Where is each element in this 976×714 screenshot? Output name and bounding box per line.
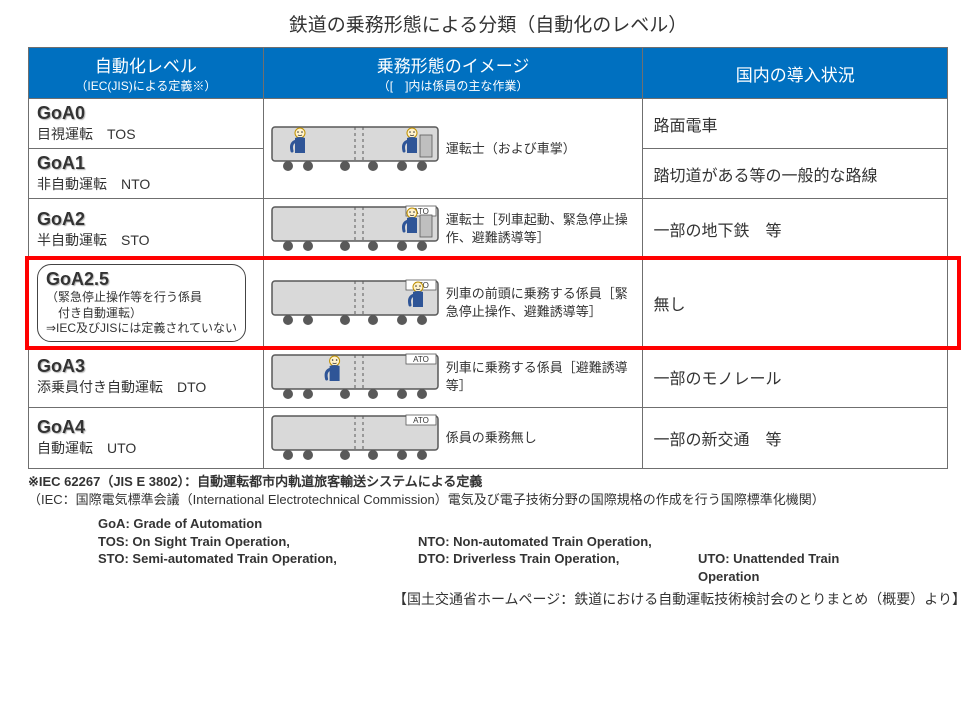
image-cell: ATO係員の乗務無し (263, 407, 643, 468)
level-cell: GoA3添乗員付き自動運転 DTO (29, 346, 264, 407)
image-cell: 運転士（および車掌） (263, 99, 643, 199)
status-cell: 踏切道がある等の一般的な路線 (643, 149, 948, 199)
level-cell: GoA1非自動運転 NTO (29, 149, 264, 199)
header-level: 自動化レベル （IEC(JIS)による定義※） (29, 48, 264, 99)
level-cell: GoA0目視運転 TOS (29, 99, 264, 149)
svg-text:ATO: ATO (413, 355, 429, 364)
footnote-iec: （IEC：国際電気標準会議（International Electrotechn… (28, 491, 948, 509)
svg-text:ATO: ATO (413, 416, 429, 425)
level-cell: GoA2半自動運転 STO (29, 199, 264, 260)
table-row-goa4: GoA4自動運転 UTOATO係員の乗務無し一部の新交通 等 (29, 407, 948, 468)
header-image: 乗務形態のイメージ （[ ]内は係員の主な作業） (263, 48, 643, 99)
abbreviations: GoA: Grade of Automation TOS: On Sight T… (98, 515, 878, 585)
table-row-goa2: GoA2半自動運転 STOATO 運転士［列車起動、緊急停止操作、避難誘導等］一… (29, 199, 948, 260)
automation-levels-table: 自動化レベル （IEC(JIS)による定義※） 乗務形態のイメージ （[ ]内は… (28, 47, 948, 469)
table-row-goa25: GoA2.5（緊急停止操作等を行う係員 付き自動運転）⇒IEC及びJISには定義… (29, 260, 948, 347)
image-cell: ATO 列車の前頭に乗務する係員［緊急停止操作、避難誘導等］ (263, 260, 643, 347)
level-cell: GoA2.5（緊急停止操作等を行う係員 付き自動運転）⇒IEC及びJISには定義… (29, 260, 264, 347)
source-attribution: 【国土交通省ホームページ：鉄道における自動運転技術検討会のとりまとめ（概要）より… (10, 589, 966, 609)
table-row-goa0: GoA0目視運転 TOS 運転士（および車掌）路面電車 (29, 99, 948, 149)
footnotes: ※IEC 62267（JIS E 3802）：自動運転都市内軌道旅客輸送システム… (28, 473, 948, 509)
footnote-def: ※IEC 62267（JIS E 3802）：自動運転都市内軌道旅客輸送システム… (28, 473, 948, 491)
page-title: 鉄道の乗務形態による分類（自動化のレベル） (10, 10, 966, 37)
status-cell: 無し (643, 260, 948, 347)
status-cell: 一部の新交通 等 (643, 407, 948, 468)
status-cell: 一部のモノレール (643, 346, 948, 407)
level-cell: GoA4自動運転 UTO (29, 407, 264, 468)
header-status: 国内の導入状況 (643, 48, 948, 99)
status-cell: 路面電車 (643, 99, 948, 149)
image-cell: ATO 列車に乗務する係員［避難誘導等］ (263, 346, 643, 407)
table-row-goa3: GoA3添乗員付き自動運転 DTOATO 列車に乗務する係員［避難誘導等］一部の… (29, 346, 948, 407)
status-cell: 一部の地下鉄 等 (643, 199, 948, 260)
image-cell: ATO 運転士［列車起動、緊急停止操作、避難誘導等］ (263, 199, 643, 260)
